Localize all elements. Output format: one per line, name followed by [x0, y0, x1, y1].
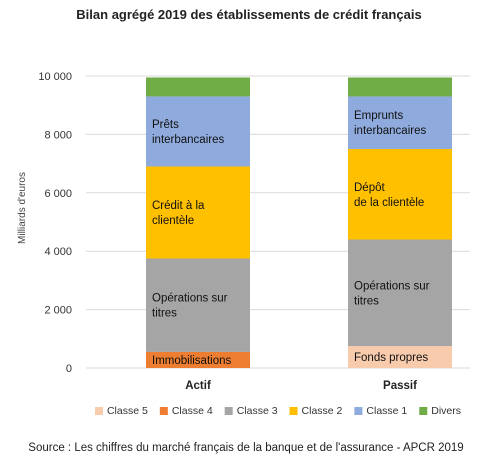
legend-label: Classe 4 — [172, 405, 213, 417]
legend-swatch — [94, 407, 103, 415]
annotation-actif-classe-4: Immobilisations — [152, 355, 231, 367]
y-tick-label: 8 000 — [44, 129, 72, 141]
y-axis-tick-labels: 0 2 000 4 000 6 000 8 000 10 000 — [38, 71, 72, 375]
legend: Classe 5 Classe 4 Classe 3 Classe 2 Classe 1… — [94, 405, 461, 417]
legend-swatch — [289, 407, 298, 415]
bar-segment-passif-classe-2 — [348, 149, 452, 240]
legend-label: Classe 3 — [237, 405, 278, 417]
y-tick-label: 0 — [66, 363, 72, 375]
bar-segment-actif-divers — [146, 77, 250, 97]
legend-swatch — [354, 407, 363, 415]
legend-label: Divers — [431, 405, 461, 417]
y-tick-label: 10 000 — [38, 71, 72, 83]
legend-swatch — [419, 407, 428, 415]
bar-annotations: Immobilisations Opérations sur titres Crédi… — [152, 110, 430, 367]
legend-item-classe-2: Classe 2 — [289, 405, 343, 417]
bar-segment-passif-classe-5 — [348, 346, 452, 368]
legend-label: Classe 5 — [107, 405, 148, 417]
y-tick-label: 6 000 — [44, 188, 72, 200]
bar-segment-actif-classe-4 — [146, 351, 250, 368]
y-tick-label: 2 000 — [44, 305, 72, 317]
bar-segment-actif-classe-3 — [146, 258, 250, 352]
annotation-actif-classe-2: Crédit à la clientèle — [152, 200, 205, 227]
bar-segment-actif-classe-1 — [146, 96, 250, 167]
legend-label: Classe 1 — [366, 405, 407, 417]
annotation-passif-classe-1: Emprunts interbancaires — [354, 110, 426, 137]
legend-item-classe-4: Classe 4 — [159, 405, 213, 417]
bar-segment-passif-classe-3 — [348, 239, 452, 347]
annotation-passif-classe-2: Dépôt de la clientèle — [354, 182, 424, 209]
y-axis-label: Milliards d'euros — [17, 172, 28, 244]
bar-segment-passif-divers — [348, 77, 452, 97]
legend-label: Classe 2 — [302, 405, 343, 417]
legend-item-classe-1: Classe 1 — [354, 405, 407, 417]
legend-item-divers: Divers — [419, 405, 461, 417]
x-tick-label-passif: Passif — [383, 380, 417, 392]
x-tick-label-actif: Actif — [185, 380, 211, 392]
annotation-passif-classe-3: Opérations sur titres — [354, 280, 430, 307]
chart-title: Bilan agrégé 2019 des établissements de … — [76, 7, 421, 22]
annotation-passif-classe-5: Fonds propres — [354, 352, 428, 364]
y-tick-label: 4 000 — [44, 246, 72, 258]
legend-swatch — [224, 407, 233, 415]
legend-swatch — [159, 407, 168, 415]
source-note: Source : Les chiffres du marché français… — [28, 442, 463, 454]
x-axis-category-labels: Actif Passif — [185, 380, 417, 392]
annotation-actif-classe-1: Prêts interbancaires — [152, 119, 224, 146]
legend-item-classe-5: Classe 5 — [94, 405, 148, 417]
annotation-actif-classe-3: Opérations sur titres — [152, 293, 228, 320]
bar-segment-passif-classe-1 — [348, 96, 452, 149]
legend-item-classe-3: Classe 3 — [224, 405, 278, 417]
bar-segment-actif-classe-2 — [146, 166, 250, 259]
bar-segments — [146, 77, 452, 368]
